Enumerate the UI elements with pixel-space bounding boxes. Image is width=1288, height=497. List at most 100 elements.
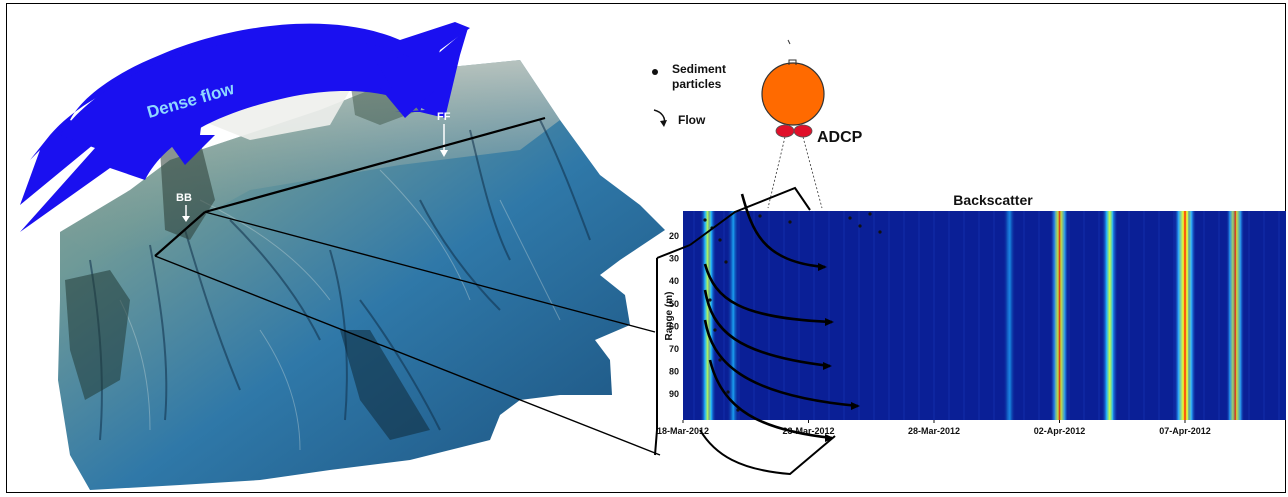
ff-arrowhead [440,150,448,157]
legend-flow-label: Flow [678,113,706,127]
sediment-dot-icon [652,69,658,75]
backscatter-event-31-Mar-2012 [1003,211,1016,420]
texture-band [948,211,950,420]
backscatter-event-07-Apr-2012 [1174,211,1196,420]
texture-band [903,211,905,420]
texture-band [708,211,710,420]
sediment-particle-dot [878,230,882,234]
texture-band [1038,211,1040,420]
sediment-particle-dot [703,218,707,222]
texture-band [1068,211,1070,420]
dense-flow-arrow [20,22,470,232]
sediment-particle-dot [718,238,722,242]
sediment-particle-dot [848,216,852,220]
transect-lines [154,116,661,456]
adcp-transducer-left [775,124,795,138]
texture-band [1023,211,1025,420]
texture-band [783,211,785,420]
y-tick-label: 40 [669,276,679,286]
legend-sediment-line1: Sediment [672,62,726,76]
adcp-mooring: ADCP [761,39,863,209]
flow-curve [740,193,826,269]
sediment-particle-dot [724,260,728,264]
flow-arrowhead [825,318,834,326]
sediment-particle-dot [788,220,792,224]
texture-band [1083,211,1085,420]
x-tick-label: 02-Apr-2012 [1034,426,1086,436]
flow-arrowhead [823,362,832,370]
texture-band [1233,211,1235,420]
x-tick-label: 28-Mar-2012 [908,426,960,436]
texture-band [1248,211,1250,420]
chart-title: Backscatter [953,192,1033,208]
texture-band [1053,211,1055,420]
texture-band [1008,211,1010,420]
y-tick-label: 90 [669,389,679,399]
texture-band [1203,211,1205,420]
ff-label: FF [437,111,451,123]
texture-band [978,211,980,420]
texture-band [1278,211,1280,420]
texture-band [738,211,740,420]
backscatter-event-04-Apr-2012 [1101,211,1118,420]
adcp-label: ADCP [817,129,863,146]
texture-band [828,211,830,420]
y-tick-label: 70 [669,344,679,354]
y-axis-label: Range (m) [664,292,675,341]
y-tick-label: 30 [669,254,679,264]
sediment-flow-curves [703,193,860,442]
texture-band [1113,211,1115,420]
texture-band [693,211,695,420]
y-tick-label: 60 [669,321,679,331]
x-tick-label: 07-Apr-2012 [1159,426,1211,436]
backscatter-event-02-Apr-2012 [1050,211,1069,420]
backscatter-event-20-Mar-2012 [727,211,740,420]
texture-band [1188,211,1190,420]
bb-arrowhead [182,216,190,222]
texture-band [993,211,995,420]
bb-label: BB [176,192,192,204]
texture-band [753,211,755,420]
flow-curve [708,359,833,440]
sediment-particle-dot [758,214,762,218]
legend-sediment-line2: particles [672,77,722,91]
adcp-buoy [761,62,825,126]
sediment-particle-dot [708,298,712,302]
texture-band [813,211,815,420]
sediment-particle-dot [868,212,872,216]
y-tick-label: 80 [669,367,679,377]
backscatter-event-09-Apr-2012 [1226,211,1245,420]
texture-band [1263,211,1265,420]
sediment-particle-dot [726,390,730,394]
sediment-particle-dot [713,328,717,332]
texture-band [963,211,965,420]
x-tick-label: 18-Mar-2012 [657,426,709,436]
texture-band [918,211,920,420]
flow-curve [703,289,831,368]
x-tick-label: 23-Mar-2012 [782,426,834,436]
texture-band [933,211,935,420]
x-tick-labels: 18-Mar-2012 23-Mar-2012 28-Mar-2012 02-Apr-… [657,420,1211,436]
profile-panel-outline [654,186,836,476]
texture-band [1218,211,1220,420]
texture-band [723,211,725,420]
y-tick-label: 50 [669,299,679,309]
texture-band [1128,211,1130,420]
texture-band [1173,211,1175,420]
texture-band [1158,211,1160,420]
texture-band [843,211,845,420]
flow-arrowhead [851,402,860,410]
flow-arrowhead-icon [660,120,667,127]
texture-band [1143,211,1145,420]
texture-band [873,211,875,420]
sediment-particle-dot [718,358,722,362]
texture-band [858,211,860,420]
flow-curve [703,263,833,324]
flow-arrowhead [818,263,827,271]
y-tick-labels: 20 30 40 50 60 70 80 90 [669,231,679,399]
flow-curve [703,319,859,408]
texture-band [888,211,890,420]
texture-band [1098,211,1100,420]
